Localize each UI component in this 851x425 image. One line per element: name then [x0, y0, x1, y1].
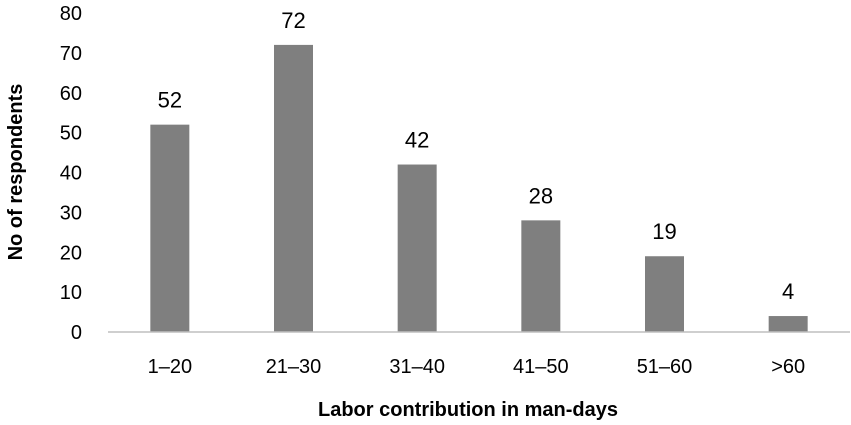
x-tick-label: >60	[771, 356, 805, 378]
x-tick-label: 41–50	[513, 356, 569, 378]
y-tick-label: 70	[60, 43, 82, 65]
data-label: 42	[405, 128, 429, 153]
bar	[397, 164, 437, 332]
x-tick-label: 51–60	[637, 356, 693, 378]
data-label: 52	[158, 88, 182, 113]
data-labels: 52 72 42 28 19 4	[158, 8, 795, 304]
data-label: 19	[652, 219, 676, 244]
y-tick-label: 0	[71, 322, 82, 344]
x-tick-label: 21–30	[266, 356, 322, 378]
x-axis: 1–20 21–30 31–40 41–50 51–60 >60	[108, 331, 850, 378]
y-tick-label: 80	[60, 3, 82, 25]
y-tick-label: 10	[60, 282, 82, 304]
bars	[150, 44, 808, 333]
x-tick-label: 1–20	[148, 356, 193, 378]
bar	[150, 124, 190, 333]
x-axis-title: Labor contribution in man-days	[318, 399, 618, 421]
x-tick-label: 31–40	[389, 356, 445, 378]
y-tick-label: 40	[60, 163, 82, 185]
data-label: 28	[529, 183, 553, 208]
y-tick-label: 20	[60, 242, 82, 264]
y-tick-label: 60	[60, 83, 82, 105]
y-axis: 0 10 20 30 40 50 60 70 80	[60, 3, 82, 344]
data-label: 4	[782, 279, 794, 304]
y-tick-label: 30	[60, 202, 82, 224]
bar	[645, 256, 684, 332]
data-label: 72	[281, 8, 305, 33]
y-tick-label: 50	[60, 123, 82, 145]
bar	[521, 220, 561, 332]
y-axis-title: No of respondents	[5, 84, 27, 261]
bar	[274, 44, 313, 333]
bar	[768, 316, 808, 332]
